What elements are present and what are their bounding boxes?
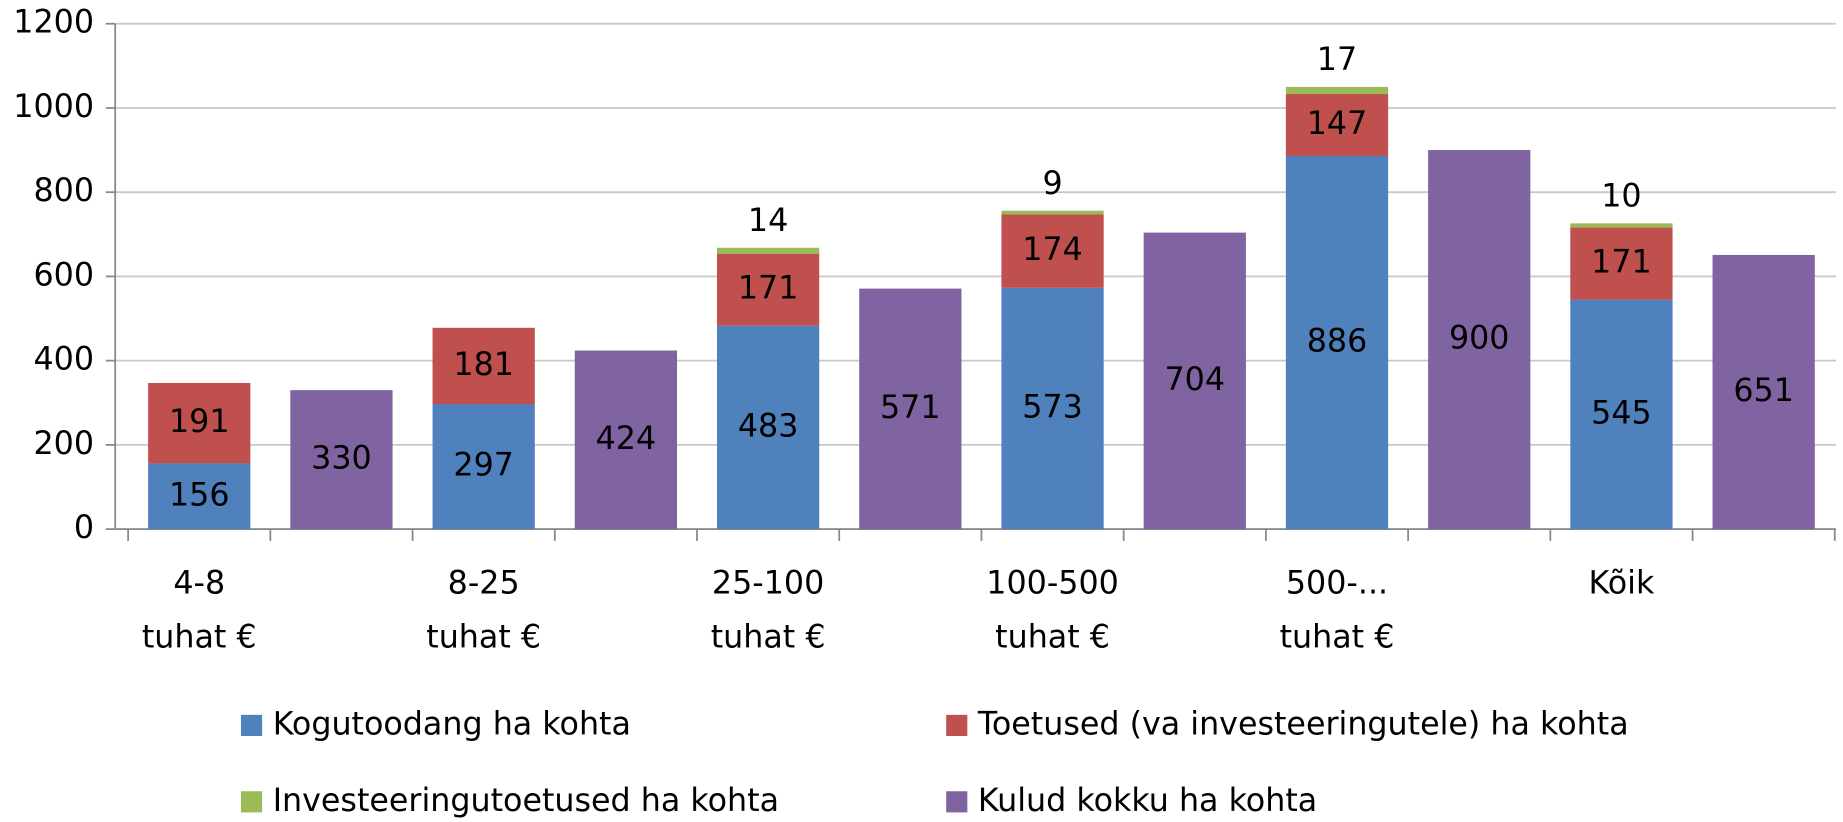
bar xyxy=(1285,94,1389,156)
bar xyxy=(148,463,251,530)
legend-swatch xyxy=(240,714,263,736)
legend-label: Kulud kokku ha kohta xyxy=(978,783,1317,819)
legend-label: Investeeringutoetused ha kohta xyxy=(273,783,779,819)
bar xyxy=(716,247,820,254)
bar xyxy=(148,382,251,464)
x-tick-label: 8-25 tuhat € xyxy=(426,565,541,655)
bar xyxy=(859,288,962,530)
y-tick-label: 800 xyxy=(33,173,94,209)
bar xyxy=(1143,232,1246,530)
legend-label: Toetused (va investeeringutele) ha kohta xyxy=(977,706,1629,742)
legend-swatch xyxy=(946,714,968,736)
legend-swatch xyxy=(946,791,968,813)
bar xyxy=(574,350,678,530)
x-tick-label: 4-8 tuhat € xyxy=(142,565,257,655)
bar xyxy=(1001,287,1104,530)
value-label: 886 xyxy=(1307,324,1368,360)
value-label: 651 xyxy=(1733,373,1794,409)
bar xyxy=(1570,227,1673,300)
y-tick-label: 1000 xyxy=(13,89,94,125)
value-label: 297 xyxy=(453,448,514,484)
value-label: 483 xyxy=(738,408,799,444)
y-tick-label: 0 xyxy=(74,510,94,546)
bar xyxy=(432,327,535,405)
value-label: 171 xyxy=(1591,245,1652,281)
value-label: 571 xyxy=(880,390,941,426)
y-tick-label: 200 xyxy=(33,426,94,462)
legend-label: Kogutoodang ha kohta xyxy=(273,706,631,742)
value-label: 14 xyxy=(748,203,788,239)
value-label: 156 xyxy=(169,477,230,513)
bar xyxy=(1001,210,1104,215)
value-label: 147 xyxy=(1307,106,1368,142)
bar xyxy=(1570,299,1673,530)
value-label: 181 xyxy=(453,347,514,383)
value-label: 900 xyxy=(1449,321,1510,357)
bar xyxy=(290,390,393,530)
value-label: 174 xyxy=(1022,232,1083,268)
value-label: 191 xyxy=(169,404,230,440)
value-label: 330 xyxy=(311,441,372,477)
bar xyxy=(1001,214,1104,288)
value-label: 17 xyxy=(1317,42,1357,78)
x-tick-label: 25-100 tuhat € xyxy=(711,565,826,655)
value-label: 10 xyxy=(1601,178,1641,214)
bar xyxy=(1285,155,1389,530)
value-label: 424 xyxy=(596,421,657,457)
bar xyxy=(1285,86,1389,95)
x-tick-label: Kõik xyxy=(1589,565,1655,601)
y-tick-label: 1200 xyxy=(13,5,94,41)
bar xyxy=(1570,223,1673,228)
bar xyxy=(716,253,820,326)
y-tick-label: 400 xyxy=(33,342,94,378)
value-label: 573 xyxy=(1022,389,1083,425)
value-label: 545 xyxy=(1591,395,1652,431)
bar xyxy=(716,325,820,530)
value-label: 171 xyxy=(738,271,799,307)
legend-swatch xyxy=(240,791,263,813)
bar xyxy=(432,404,535,530)
value-label: 9 xyxy=(1042,166,1062,202)
value-label: 704 xyxy=(1165,362,1226,398)
bar xyxy=(1428,150,1531,530)
x-tick-label: 100-500 tuhat € xyxy=(986,565,1119,655)
bar xyxy=(1712,254,1815,530)
y-tick-label: 600 xyxy=(33,257,94,293)
x-tick-label: 500-... tuhat € xyxy=(1280,565,1395,655)
